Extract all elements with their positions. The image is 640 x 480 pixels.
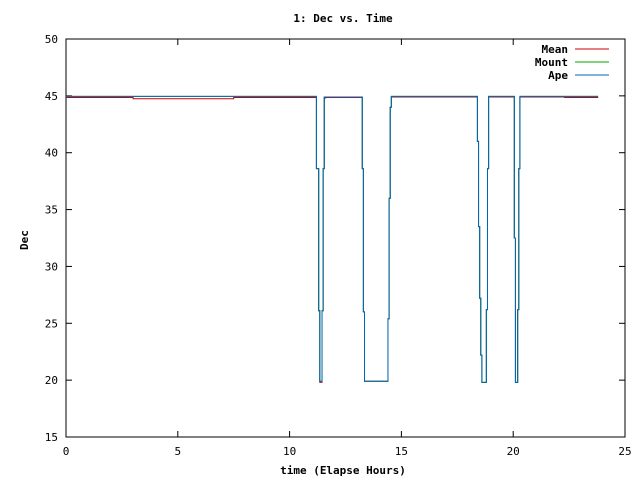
y-tick-label: 50 [45, 33, 58, 46]
x-tick-label: 0 [63, 445, 70, 458]
y-tick-label: 45 [45, 90, 58, 103]
x-tick-label: 15 [395, 445, 408, 458]
y-tick-label: 30 [45, 260, 58, 273]
x-axis: 0 5 10 15 20 25 [63, 39, 632, 458]
y-tick-label: 20 [45, 374, 58, 387]
y-axis: 15 20 25 30 35 40 45 50 [45, 33, 625, 444]
y-tick-label: 35 [45, 204, 58, 217]
series-layer [66, 95, 599, 383]
y-tick-label: 25 [45, 317, 58, 330]
chart-title: 1: Dec vs. Time [293, 12, 393, 25]
x-tick-label: 20 [507, 445, 520, 458]
x-axis-label: time (Elapse Hours) [280, 464, 406, 477]
x-tick-label: 25 [618, 445, 631, 458]
y-tick-label: 15 [45, 431, 58, 444]
legend-label-ape: Ape [548, 69, 568, 82]
legend-label-mount: Mount [535, 56, 568, 69]
x-tick-label: 5 [174, 445, 181, 458]
x-tick-label: 10 [283, 445, 296, 458]
plot-frame [65, 38, 626, 438]
y-tick-label: 40 [45, 147, 58, 160]
series-line-ape [66, 95, 599, 383]
y-axis-label: Dec [18, 230, 31, 250]
legend-label-mean: Mean [542, 43, 569, 56]
